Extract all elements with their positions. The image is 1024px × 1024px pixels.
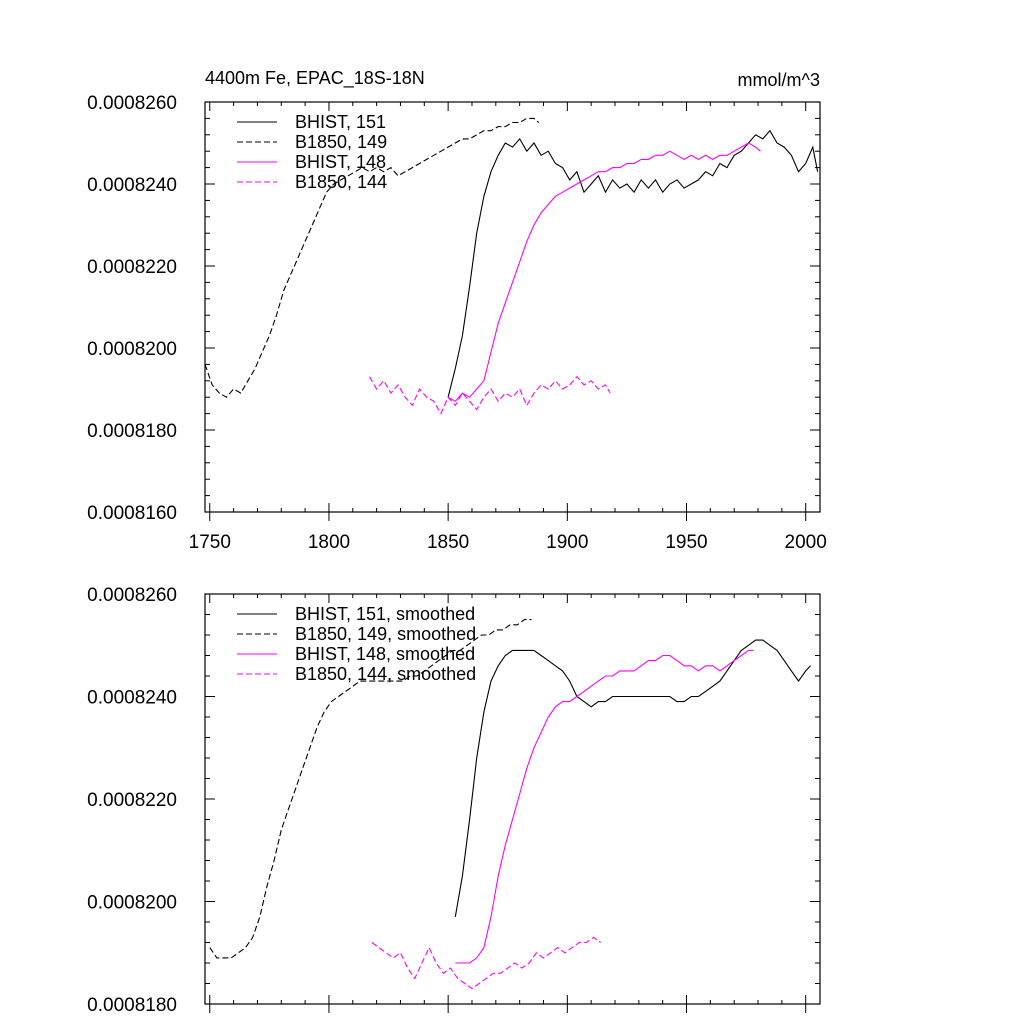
legend-label: B1850, 149, smoothed xyxy=(295,624,476,644)
series-line-1 xyxy=(209,619,532,959)
x-tick-label: 1950 xyxy=(665,532,707,553)
y-tick-label: 0.0008260 xyxy=(87,585,177,606)
legend-label: B1850, 144 xyxy=(295,172,387,192)
plot-frame xyxy=(204,101,821,513)
series-line-0 xyxy=(454,639,811,917)
top-panel: 4400m Fe, EPAC_18S-18N mmol/m^3 BHIST, 1… xyxy=(87,68,827,553)
series-group xyxy=(204,117,819,415)
legend-label: B1850, 144, smoothed xyxy=(295,664,476,684)
x-tick-label: 1800 xyxy=(308,532,350,553)
x-tick-label: 1900 xyxy=(546,532,588,553)
units-label: mmol/m^3 xyxy=(738,70,820,90)
legend-label: B1850, 149 xyxy=(295,132,387,152)
axis-ticks: 0.0008180 0.0008200 0.0008220 0.0008240 0.00… xyxy=(87,585,820,1016)
chart-title: 4400m Fe, EPAC_18S-18N xyxy=(205,68,425,89)
series-line-3 xyxy=(369,375,611,415)
y-tick-label: 0.0008180 xyxy=(87,421,177,442)
y-tick-label: 0.0008260 xyxy=(87,93,177,114)
y-tick-label: 0.0008220 xyxy=(87,257,177,278)
series-line-0 xyxy=(447,129,819,398)
series-line-1 xyxy=(204,117,540,398)
y-tick-label: 0.0008160 xyxy=(87,503,177,524)
y-tick-label: 0.0008220 xyxy=(87,790,177,811)
legend-label: BHIST, 151 xyxy=(295,112,386,132)
axis-ticks: 1750 1800 1850 1900 1950 2000 0.0008160 0.00081… xyxy=(87,93,827,553)
series-line-2 xyxy=(455,649,754,964)
legend-label: BHIST, 148, smoothed xyxy=(295,644,475,664)
y-tick-label: 0.0008200 xyxy=(87,893,177,914)
y-tick-label: 0.0008240 xyxy=(87,688,177,709)
y-tick-label: 0.0008200 xyxy=(87,339,177,360)
x-tick-label: 1750 xyxy=(189,532,231,553)
legend-label: BHIST, 148 xyxy=(295,152,386,172)
y-tick-label: 0.0008180 xyxy=(87,995,177,1016)
series-line-3 xyxy=(371,936,602,990)
x-tick-label: 2000 xyxy=(785,532,827,553)
legend-label: BHIST, 151, smoothed xyxy=(295,604,475,624)
series-group xyxy=(209,619,811,990)
series-line-2 xyxy=(447,142,761,403)
x-tick-label: 1850 xyxy=(427,532,469,553)
y-tick-label: 0.0008240 xyxy=(87,175,177,196)
